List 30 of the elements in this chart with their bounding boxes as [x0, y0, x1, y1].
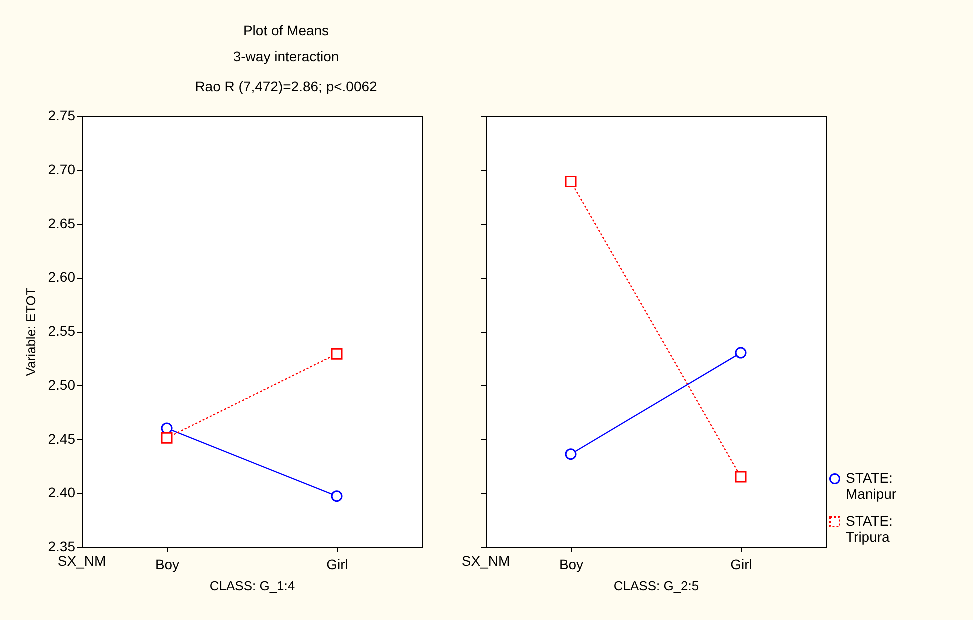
- point: [735, 347, 747, 359]
- y-tick-label: 2.70: [48, 161, 76, 178]
- y-tick-label: 2.50: [48, 376, 76, 393]
- point: [331, 348, 343, 360]
- text: SX_NM: [462, 553, 510, 569]
- text: SX_NM: [58, 553, 106, 569]
- x-axis-title: CLASS: G_1:4: [210, 578, 296, 594]
- text: Rao R (7,472)=2.86; p<.0062: [195, 78, 378, 94]
- y-tick-label: 2.60: [48, 269, 76, 286]
- x-axis-title: CLASS: G_2:5: [614, 578, 700, 594]
- y-tick-label: 2.35: [48, 538, 76, 554]
- x-tick-label: Girl: [326, 556, 348, 572]
- point: [565, 176, 577, 188]
- y-tick-label: 2.65: [48, 215, 76, 232]
- chart-subtitle: 3-way interaction: [233, 48, 340, 64]
- point: [161, 432, 173, 444]
- legend-label: STATE: Tripura: [846, 513, 893, 545]
- y-tick-label: 2.75: [48, 108, 76, 124]
- chart-title: Plot of Means: [243, 22, 330, 38]
- x-tick-label: Girl: [730, 556, 752, 572]
- legend-label: STATE: Manipur: [846, 470, 897, 502]
- x-tick-label: Boy: [155, 556, 180, 572]
- point: [331, 490, 343, 502]
- y-axis-title: Variable: ETOT: [23, 288, 38, 376]
- y-tick-label: 2.45: [48, 430, 76, 447]
- y-tick-label: 2.55: [48, 323, 76, 339]
- point: [565, 448, 577, 460]
- y-tick-label: 2.40: [48, 484, 76, 501]
- x-tick-label: Boy: [559, 556, 584, 572]
- point: [735, 471, 747, 483]
